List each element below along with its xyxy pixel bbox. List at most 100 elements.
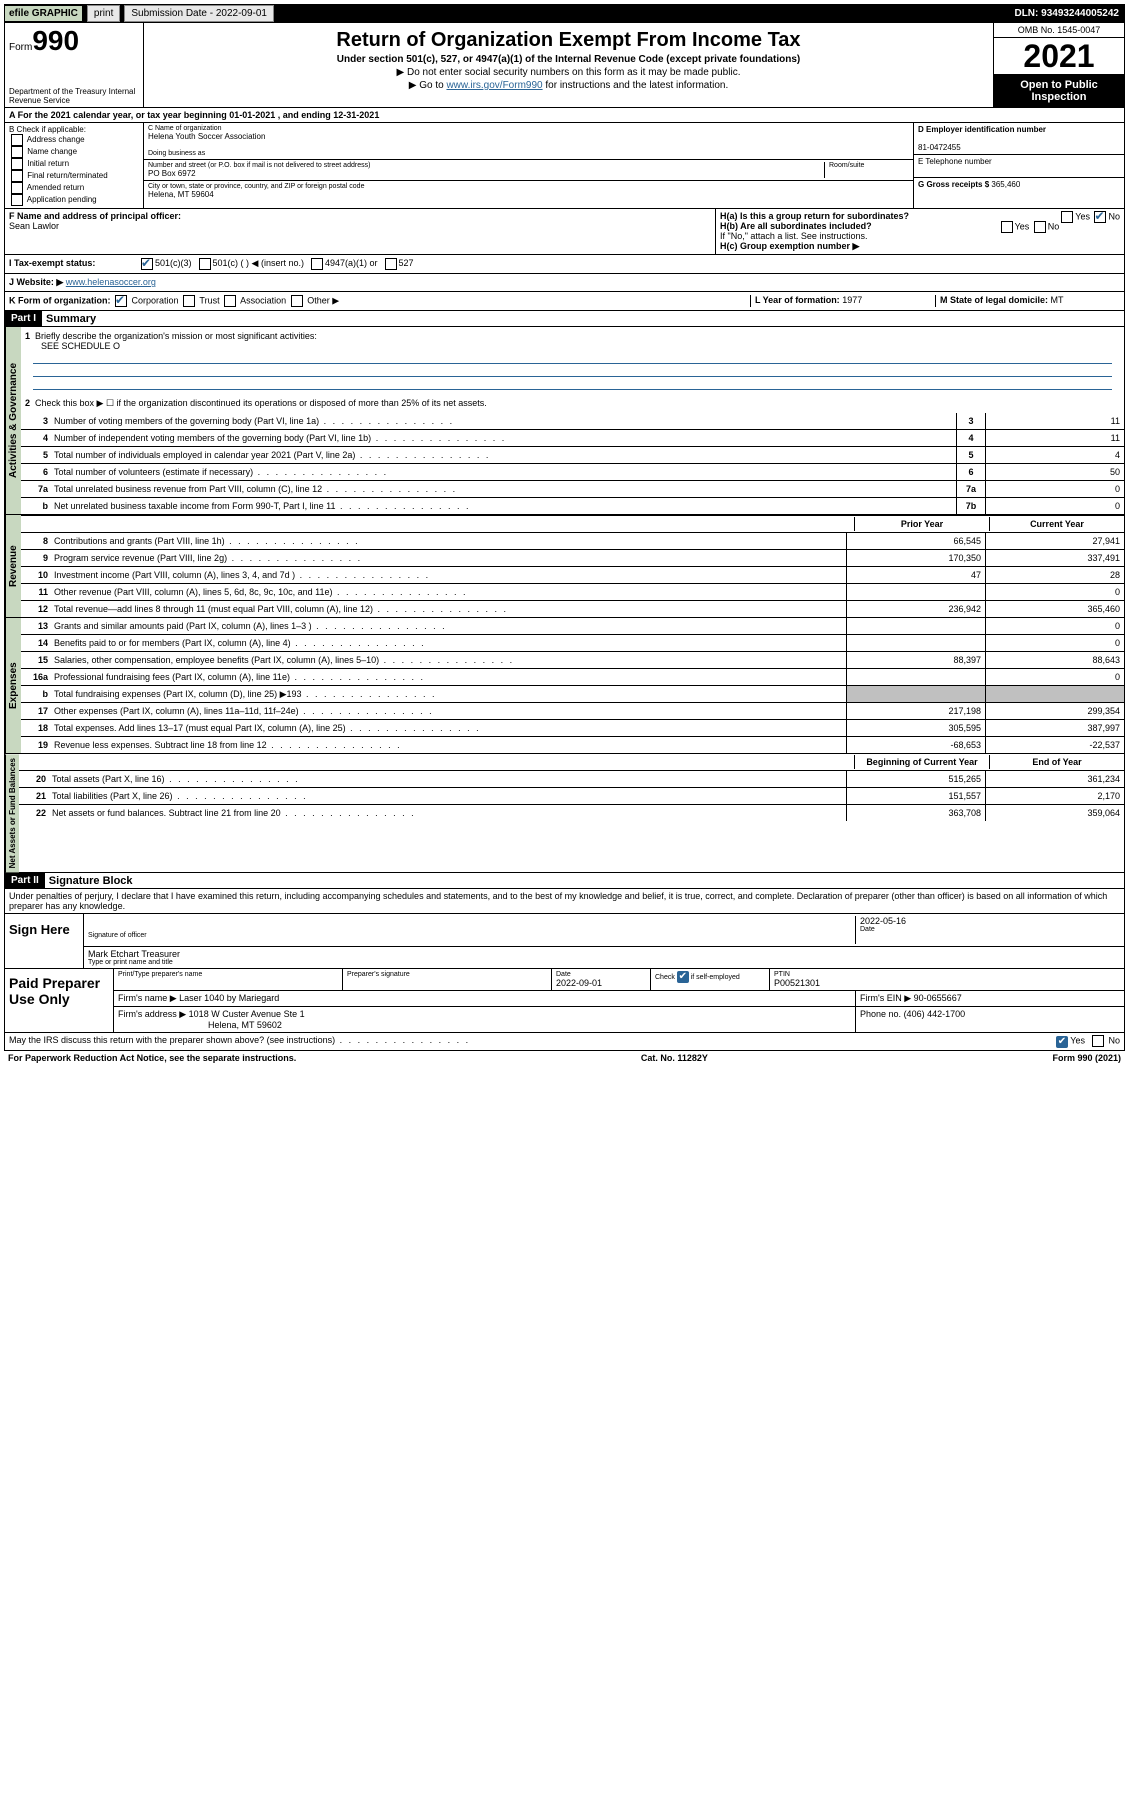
line-num: b bbox=[21, 500, 51, 512]
line-value: 50 bbox=[985, 464, 1124, 480]
k-trust-checkbox[interactable] bbox=[183, 295, 195, 307]
current-year-header: Current Year bbox=[989, 517, 1124, 531]
line-num: 8 bbox=[21, 535, 51, 547]
ha-yes-checkbox[interactable] bbox=[1061, 211, 1073, 223]
501c-checkbox[interactable] bbox=[199, 258, 211, 270]
print-button[interactable]: print bbox=[87, 5, 120, 22]
col-b-label: B Check if applicable: bbox=[9, 125, 139, 134]
form-header: Form990 Department of the Treasury Inter… bbox=[4, 22, 1125, 108]
prior-value bbox=[846, 669, 985, 685]
col-b-checkbox[interactable] bbox=[11, 170, 23, 182]
fh-row: F Name and address of principal officer:… bbox=[4, 209, 1125, 255]
line-text: Revenue less expenses. Subtract line 18 … bbox=[51, 739, 846, 751]
l-val: 1977 bbox=[842, 295, 862, 305]
sign-block: Sign Here Signature of officer 2022-05-1… bbox=[4, 914, 1125, 969]
gov-line: bNet unrelated business taxable income f… bbox=[21, 498, 1124, 514]
501c3-checkbox[interactable] bbox=[141, 258, 153, 270]
col-b-checkbox[interactable] bbox=[11, 158, 23, 170]
hc-label: H(c) Group exemption number ▶ bbox=[720, 241, 859, 251]
header-right: OMB No. 1545-0047 2021 Open to Public In… bbox=[993, 23, 1124, 107]
org-name: Helena Youth Soccer Association bbox=[148, 132, 909, 141]
row-a-tax-year: A For the 2021 calendar year, or tax yea… bbox=[4, 108, 1125, 123]
line-text: Total expenses. Add lines 13–17 (must eq… bbox=[51, 722, 846, 734]
line-box: 3 bbox=[956, 413, 985, 429]
omb-number: OMB No. 1545-0047 bbox=[994, 23, 1124, 38]
website-link[interactable]: www.helenasoccer.org bbox=[66, 277, 156, 288]
data-line: 17Other expenses (Part IX, column (A), l… bbox=[21, 703, 1124, 720]
line-value: 4 bbox=[985, 447, 1124, 463]
col-b-checkbox[interactable] bbox=[11, 194, 23, 206]
ein-value: 81-0472455 bbox=[918, 143, 961, 152]
hb-no-checkbox[interactable] bbox=[1034, 221, 1046, 233]
discuss-yes-checkbox[interactable]: ✔ bbox=[1056, 1036, 1068, 1048]
col-b-checkbox[interactable] bbox=[11, 134, 23, 146]
current-value: 0 bbox=[985, 635, 1124, 651]
header-center: Return of Organization Exempt From Incom… bbox=[144, 23, 993, 107]
tax-year: 2021 bbox=[994, 38, 1124, 75]
discuss-yes: Yes bbox=[1070, 1036, 1085, 1046]
prior-value: 170,350 bbox=[846, 550, 985, 566]
data-line: 12Total revenue—add lines 8 through 11 (… bbox=[21, 601, 1124, 617]
col-b-checkbox[interactable] bbox=[11, 146, 23, 158]
org-name-cell: C Name of organization Helena Youth Socc… bbox=[144, 123, 913, 160]
current-value bbox=[985, 686, 1124, 702]
m-label: M State of legal domicile: bbox=[940, 295, 1048, 305]
prep-sig-label: Preparer's signature bbox=[347, 971, 547, 978]
col-b-item: Final return/terminated bbox=[9, 170, 139, 182]
vlabel-net-assets: Net Assets or Fund Balances bbox=[5, 754, 19, 872]
4947-checkbox[interactable] bbox=[311, 258, 323, 270]
line-text: Total fundraising expenses (Part IX, col… bbox=[51, 688, 846, 701]
current-value: 88,643 bbox=[985, 652, 1124, 668]
irs-link[interactable]: www.irs.gov/Form990 bbox=[446, 80, 542, 91]
addr-label: Number and street (or P.O. box if mail i… bbox=[148, 162, 824, 169]
signer-name: Mark Etchart Treasurer bbox=[88, 949, 180, 959]
note2-post: for instructions and the latest informat… bbox=[543, 80, 729, 91]
data-line: 9Program service revenue (Part VIII, lin… bbox=[21, 550, 1124, 567]
line2-discontinue: 2 Check this box ▶ ☐ if the organization… bbox=[21, 394, 1124, 413]
k-assoc-checkbox[interactable] bbox=[224, 295, 236, 307]
col-b-item: Name change bbox=[9, 146, 139, 158]
firm-ein: 90-0655667 bbox=[914, 993, 962, 1003]
line-num: 5 bbox=[21, 449, 51, 461]
opt-501c: 501(c) ( ) ◀ (insert no.) bbox=[213, 258, 304, 270]
discuss-no: No bbox=[1108, 1036, 1120, 1046]
ha-no-checkbox[interactable] bbox=[1094, 211, 1106, 223]
row-j-website: J Website: ▶ www.helenasoccer.org bbox=[4, 274, 1125, 292]
discuss-no-checkbox[interactable] bbox=[1092, 1035, 1104, 1047]
527-checkbox[interactable] bbox=[385, 258, 397, 270]
ein-label: D Employer identification number bbox=[918, 125, 1046, 134]
line-num: 4 bbox=[21, 432, 51, 444]
data-line: 19Revenue less expenses. Subtract line 1… bbox=[21, 737, 1124, 753]
current-value: 0 bbox=[985, 584, 1124, 600]
line-text: Total liabilities (Part X, line 26) bbox=[49, 790, 846, 802]
line-text: Total unrelated business revenue from Pa… bbox=[51, 483, 956, 495]
col-b-checkbox[interactable] bbox=[11, 182, 23, 194]
data-line: bTotal fundraising expenses (Part IX, co… bbox=[21, 686, 1124, 703]
col-b-item: Address change bbox=[9, 134, 139, 146]
data-line: 22Net assets or fund balances. Subtract … bbox=[19, 805, 1124, 821]
prior-value bbox=[846, 584, 985, 600]
gov-line: 7aTotal unrelated business revenue from … bbox=[21, 481, 1124, 498]
line-box: 7a bbox=[956, 481, 985, 497]
hb-yes-checkbox[interactable] bbox=[1001, 221, 1013, 233]
prior-value bbox=[846, 618, 985, 634]
k-other-checkbox[interactable] bbox=[291, 295, 303, 307]
self-employed-checkbox[interactable]: ✔ bbox=[677, 971, 689, 983]
gov-line: 3Number of voting members of the governi… bbox=[21, 413, 1124, 430]
line-num: b bbox=[21, 688, 51, 700]
opt-527: 527 bbox=[399, 258, 414, 270]
section-expenses: Expenses 13Grants and similar amounts pa… bbox=[4, 618, 1125, 754]
k-corp-checkbox[interactable] bbox=[115, 295, 127, 307]
line-text: Total number of individuals employed in … bbox=[51, 449, 956, 461]
line2-text: Check this box ▶ ☐ if the organization d… bbox=[35, 398, 487, 408]
opt-4947: 4947(a)(1) or bbox=[325, 258, 378, 270]
line-num: 20 bbox=[19, 773, 49, 785]
declaration-text: Under penalties of perjury, I declare th… bbox=[4, 889, 1125, 914]
line-text: Total assets (Part X, line 16) bbox=[49, 773, 846, 785]
room-label: Room/suite bbox=[829, 162, 909, 169]
line-num: 13 bbox=[21, 620, 51, 632]
line-num: 21 bbox=[19, 790, 49, 802]
prior-value: 305,595 bbox=[846, 720, 985, 736]
current-value: 299,354 bbox=[985, 703, 1124, 719]
prior-value: 363,708 bbox=[846, 805, 985, 821]
